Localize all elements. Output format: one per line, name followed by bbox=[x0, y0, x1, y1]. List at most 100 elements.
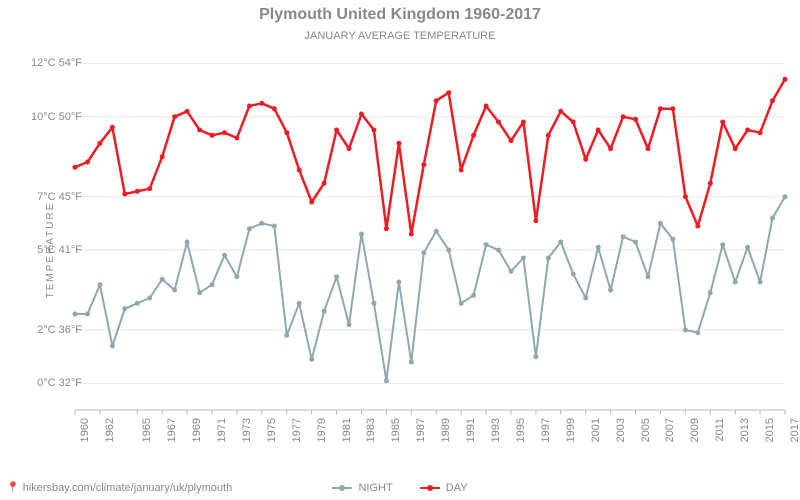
x-tick-label: 2007 bbox=[664, 418, 676, 442]
legend-label-day: DAY bbox=[446, 482, 468, 494]
series-marker-night bbox=[770, 216, 775, 221]
series-marker-day bbox=[446, 90, 451, 95]
series-marker-night bbox=[272, 224, 277, 229]
series-marker-night bbox=[297, 301, 302, 306]
x-tick-label: 1985 bbox=[390, 418, 402, 442]
series-marker-night bbox=[571, 272, 576, 277]
series-marker-night bbox=[783, 194, 788, 199]
x-tick-label: 1975 bbox=[266, 418, 278, 442]
series-marker-day bbox=[695, 224, 700, 229]
series-marker-day bbox=[197, 128, 202, 133]
series-marker-day bbox=[683, 194, 688, 199]
chart-container: Plymouth United Kingdom 1960-2017 JANUAR… bbox=[0, 0, 800, 500]
series-marker-day bbox=[546, 133, 551, 138]
series-marker-day bbox=[122, 192, 127, 197]
series-marker-night bbox=[533, 354, 538, 359]
series-marker-night bbox=[434, 229, 439, 234]
x-tick-label: 2003 bbox=[615, 418, 627, 442]
series-marker-day bbox=[646, 146, 651, 151]
series-marker-day bbox=[571, 120, 576, 125]
series-marker-night bbox=[633, 240, 638, 245]
series-marker-day bbox=[234, 136, 239, 141]
series-marker-night bbox=[259, 221, 264, 226]
series-marker-day bbox=[73, 165, 78, 170]
series-marker-night bbox=[222, 253, 227, 258]
series-marker-day bbox=[309, 200, 314, 205]
series-marker-day bbox=[783, 77, 788, 82]
series-marker-night bbox=[322, 309, 327, 314]
series-marker-day bbox=[97, 141, 102, 146]
y-tick-label: 12°C 54°F bbox=[31, 57, 82, 69]
series-marker-night bbox=[708, 290, 713, 295]
series-marker-night bbox=[521, 256, 526, 261]
series-marker-night bbox=[122, 306, 127, 311]
legend-item-night: NIGHT bbox=[332, 482, 392, 494]
series-marker-night bbox=[334, 274, 339, 279]
series-marker-night bbox=[359, 232, 364, 237]
series-marker-night bbox=[720, 242, 725, 247]
series-marker-night bbox=[234, 274, 239, 279]
x-tick-label: 1989 bbox=[440, 418, 452, 442]
series-marker-day bbox=[334, 128, 339, 133]
series-marker-day bbox=[409, 232, 414, 237]
series-marker-day bbox=[384, 226, 389, 231]
series-marker-day bbox=[459, 168, 464, 173]
x-tick-label: 1987 bbox=[415, 418, 427, 442]
series-marker-night bbox=[745, 245, 750, 250]
x-tick-label: 1965 bbox=[141, 418, 153, 442]
series-marker-day bbox=[210, 133, 215, 138]
series-marker-night bbox=[596, 245, 601, 250]
series-marker-night bbox=[110, 344, 115, 349]
x-tick-label: 2013 bbox=[739, 418, 751, 442]
series-marker-night bbox=[658, 221, 663, 226]
x-tick-label: 1993 bbox=[490, 418, 502, 442]
series-marker-day bbox=[720, 120, 725, 125]
series-marker-day bbox=[359, 112, 364, 117]
series-marker-night bbox=[73, 312, 78, 317]
series-marker-night bbox=[459, 301, 464, 306]
series-marker-day bbox=[608, 146, 613, 151]
series-marker-day bbox=[135, 189, 140, 194]
series-marker-night bbox=[484, 242, 489, 247]
source-attribution: 📍 hikersbay.com/climate/january/uk/plymo… bbox=[6, 481, 232, 494]
x-tick-label: 1967 bbox=[166, 418, 178, 442]
x-tick-label: 1962 bbox=[104, 418, 116, 442]
series-marker-night bbox=[135, 301, 140, 306]
series-marker-night bbox=[147, 296, 152, 301]
x-tick-label: 1981 bbox=[341, 418, 353, 442]
series-marker-night bbox=[409, 360, 414, 365]
series-marker-night bbox=[371, 301, 376, 306]
series-marker-day bbox=[259, 101, 264, 106]
y-tick-label: 10°C 50°F bbox=[31, 111, 82, 123]
series-marker-night bbox=[185, 240, 190, 245]
series-marker-day bbox=[147, 186, 152, 191]
series-marker-night bbox=[471, 293, 476, 298]
series-marker-night bbox=[446, 248, 451, 253]
series-marker-day bbox=[185, 109, 190, 114]
series-marker-day bbox=[247, 104, 252, 109]
y-tick-label: 7°C 45°F bbox=[37, 191, 82, 203]
series-marker-night bbox=[509, 269, 514, 274]
series-marker-night bbox=[695, 330, 700, 335]
y-tick-label: 2°C 36°F bbox=[37, 324, 82, 336]
x-tick-label: 2011 bbox=[714, 418, 726, 442]
x-tick-label: 1997 bbox=[540, 418, 552, 442]
series-marker-day bbox=[583, 157, 588, 162]
series-marker-night bbox=[284, 333, 289, 338]
x-tick-label: 1973 bbox=[241, 418, 253, 442]
series-marker-night bbox=[670, 237, 675, 242]
series-marker-day bbox=[434, 98, 439, 103]
x-tick-label: 1991 bbox=[465, 418, 477, 442]
series-marker-day bbox=[421, 162, 426, 167]
plot-svg bbox=[75, 50, 785, 410]
series-marker-day bbox=[371, 128, 376, 133]
x-tick-label: 2015 bbox=[764, 418, 776, 442]
series-marker-night bbox=[85, 312, 90, 317]
x-tick-label: 1983 bbox=[365, 418, 377, 442]
series-marker-day bbox=[396, 141, 401, 146]
series-marker-night bbox=[546, 256, 551, 261]
y-tick-label: 5°C 41°F bbox=[37, 244, 82, 256]
series-marker-night bbox=[160, 277, 165, 282]
series-marker-night bbox=[646, 274, 651, 279]
x-tick-label: 2009 bbox=[689, 418, 701, 442]
